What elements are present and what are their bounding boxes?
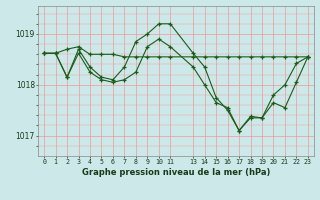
- X-axis label: Graphe pression niveau de la mer (hPa): Graphe pression niveau de la mer (hPa): [82, 168, 270, 177]
